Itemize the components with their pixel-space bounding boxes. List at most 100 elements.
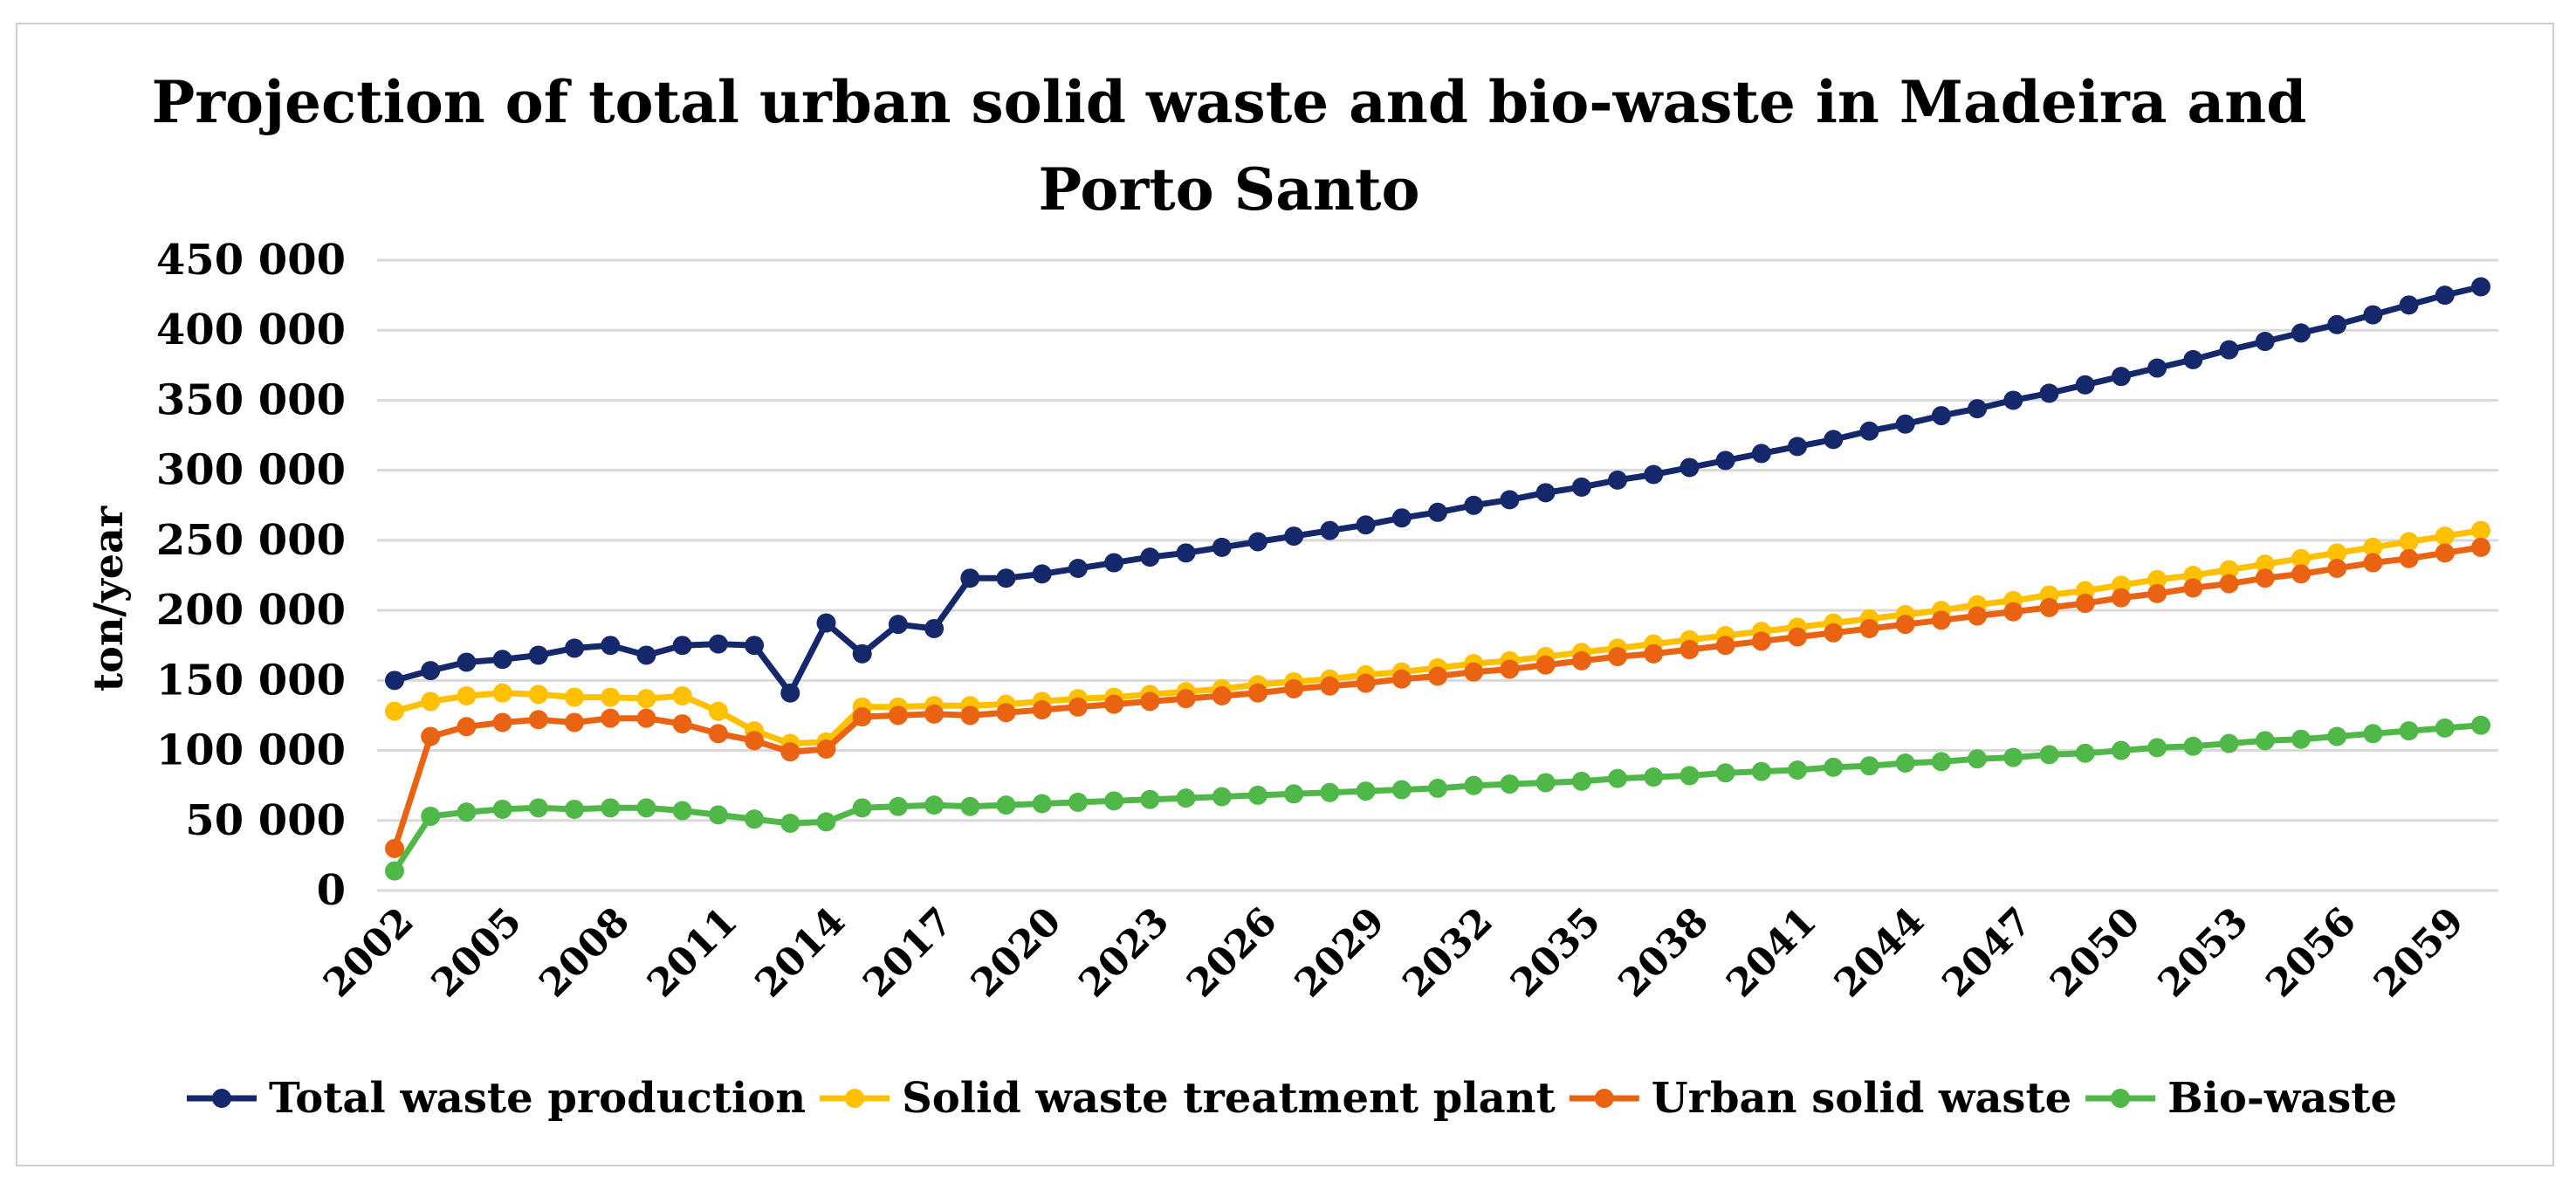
data-point [636, 645, 656, 665]
data-point [1571, 477, 1591, 497]
data-point [1788, 760, 1808, 781]
data-point [2327, 314, 2347, 334]
legend-marker [212, 1089, 231, 1108]
data-point [1212, 537, 1232, 557]
data-point [385, 671, 404, 691]
data-point [1391, 780, 1412, 800]
data-point [1680, 640, 1700, 660]
data-point [1464, 662, 1484, 682]
series-line-total-waste-production [394, 284, 2482, 697]
data-point [2039, 745, 2059, 765]
data-point [1968, 606, 1988, 626]
data-point [1931, 406, 1951, 426]
data-point [960, 568, 980, 588]
data-point [2003, 747, 2023, 767]
legend-label: Total waste production [269, 1074, 806, 1123]
data-point [1176, 689, 1196, 709]
data-point [1895, 753, 1915, 773]
data-point [1356, 515, 1376, 535]
data-point [1824, 430, 1844, 450]
data-point [1284, 784, 1304, 804]
data-point [1104, 791, 1124, 811]
data-point [960, 796, 980, 816]
data-point [1788, 627, 1808, 647]
data-point [708, 634, 728, 654]
data-point [601, 708, 621, 728]
data-point [852, 798, 872, 818]
data-point [2291, 323, 2311, 343]
data-point [636, 689, 656, 709]
chart-title-line-2: Porto Santo [1038, 155, 1419, 224]
data-point [492, 712, 512, 733]
data-point [2291, 729, 2311, 749]
data-point [601, 636, 621, 656]
data-point [2291, 548, 2311, 568]
data-point [528, 645, 548, 665]
data-point [1391, 669, 1412, 689]
data-point [385, 861, 404, 881]
data-point [1032, 700, 1052, 720]
data-point [1680, 766, 1700, 786]
data-point [1715, 451, 1735, 471]
data-point [708, 805, 728, 825]
data-point [2399, 548, 2419, 568]
y-tick-label: 0 [317, 866, 346, 915]
data-point [1968, 749, 1988, 769]
data-point [2363, 537, 2383, 557]
data-point [1608, 470, 1628, 490]
data-point [2147, 569, 2167, 589]
data-point [421, 691, 441, 712]
data-point [457, 685, 477, 705]
data-point [2255, 568, 2275, 588]
data-point [1068, 697, 1088, 717]
data-point [745, 809, 765, 829]
data-point [457, 652, 477, 672]
data-point [2363, 553, 2383, 573]
data-point [1247, 785, 1267, 805]
data-point [2183, 736, 2203, 756]
data-point [1391, 508, 1412, 528]
x-tick-label: 2050 [2042, 899, 2149, 1007]
legend-label: Bio-waste [2167, 1074, 2397, 1123]
data-point [1931, 610, 1951, 630]
data-point [1212, 685, 1232, 705]
y-tick-label: 150 000 [156, 656, 346, 705]
series-line-solid-waste-treatment-plant [394, 527, 2482, 746]
data-point [2183, 349, 2203, 369]
y-axis-ticks: 0 50 000 100 000 150 000 200 000 250 000 300 0… [156, 236, 346, 915]
data-point [1859, 756, 1879, 776]
data-point [2255, 731, 2275, 751]
data-point [1895, 414, 1915, 434]
data-point [2291, 564, 2311, 584]
x-tick-label: 2053 [2150, 899, 2257, 1007]
x-tick-label: 2023 [1070, 899, 1178, 1007]
data-point [1715, 636, 1735, 656]
data-point [2435, 543, 2455, 563]
legend-item-solid-waste-treatment-plant: Solid waste treatment plant [820, 1074, 1556, 1123]
x-tick-label: 2020 [963, 899, 1070, 1007]
data-point [2435, 526, 2455, 547]
data-point [2147, 738, 2167, 758]
data-point [1068, 792, 1088, 812]
data-point [636, 798, 656, 818]
data-point [2003, 390, 2023, 410]
data-point [2327, 726, 2347, 746]
data-point [2255, 554, 2275, 574]
series-group [385, 277, 2490, 881]
x-tick-label: 2002 [315, 899, 422, 1007]
data-point [2219, 340, 2239, 360]
data-point [1464, 495, 1484, 515]
series-urban-solid-waste [385, 537, 2490, 858]
data-point [1032, 794, 1052, 814]
data-point [1140, 691, 1160, 712]
x-tick-label: 2032 [1394, 899, 1501, 1007]
data-point [2363, 305, 2383, 325]
x-tick-label: 2047 [1934, 899, 2041, 1007]
data-point [2039, 597, 2059, 617]
data-point [1247, 683, 1267, 703]
data-point [1824, 623, 1844, 643]
data-point [565, 687, 585, 707]
y-tick-label: 50 000 [185, 796, 346, 845]
gridlines [377, 258, 2498, 892]
